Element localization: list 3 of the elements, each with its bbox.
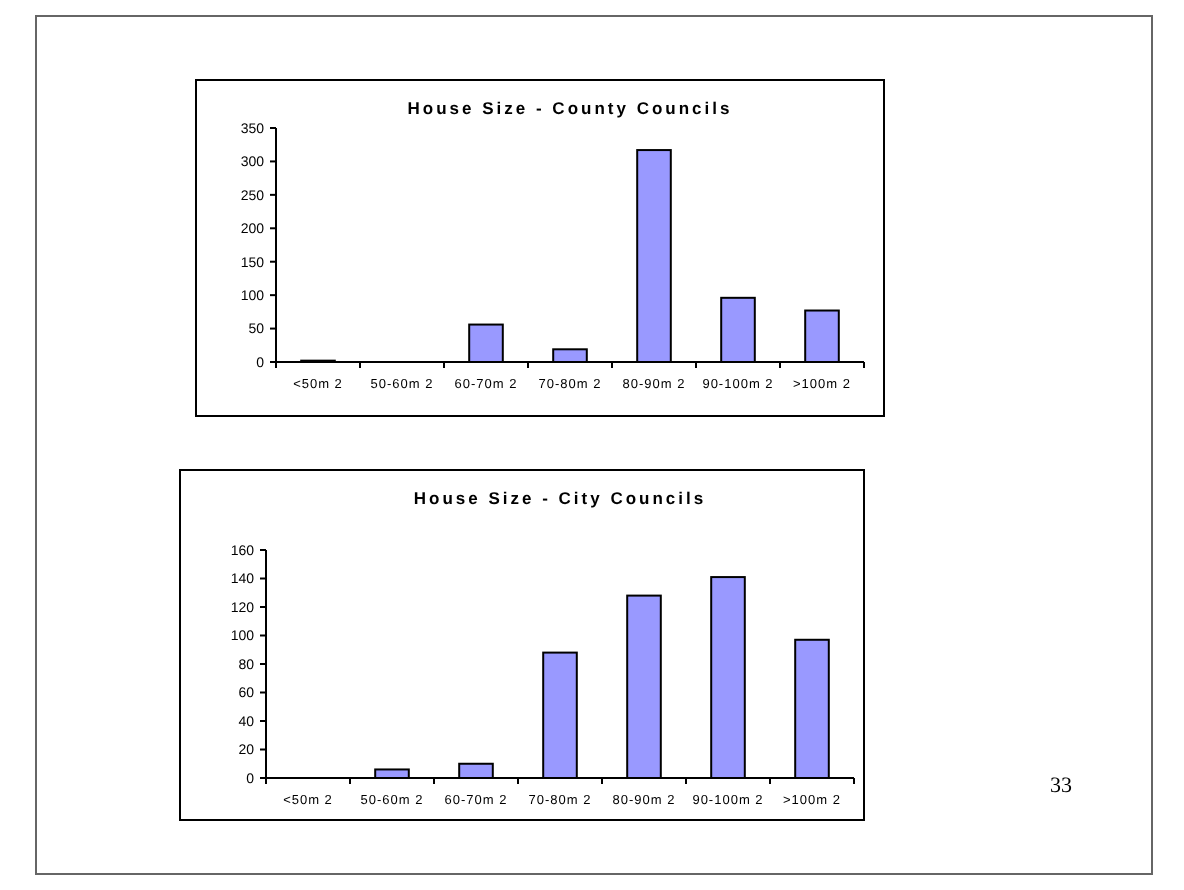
chart-title: House Size - County Councils bbox=[407, 98, 733, 118]
text: 33 bbox=[1050, 774, 1073, 798]
chart-title: House Size - City Councils bbox=[413, 488, 707, 508]
